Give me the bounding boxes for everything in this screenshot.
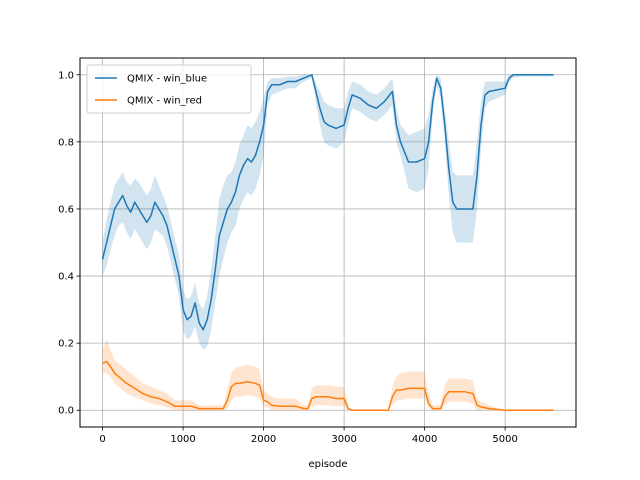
series-lines (101, 74, 554, 411)
legend-label-0: QMIX - win_blue (127, 74, 207, 85)
legend-label-1: QMIX - win_red (127, 96, 202, 107)
y-tick-label: 0.2 (58, 339, 74, 350)
x-tick-label: 5000 (492, 434, 517, 445)
x-tick-label: 2000 (251, 434, 276, 445)
y-tick-label: 0.4 (58, 272, 74, 283)
plot-area-frame (79, 57, 577, 428)
x-tick-label: 4000 (412, 434, 437, 445)
series-0-confidence-band (102, 74, 554, 350)
series-0-line (101, 74, 554, 331)
x-axis-label: episode (308, 459, 347, 470)
y-tick-label: 0.8 (58, 137, 74, 148)
y-tick-label: 0.0 (58, 406, 74, 417)
legend-box (86, 64, 252, 114)
axis-ticks: 0 1000 2000 3000 4000 5000 0.0 0.2 0.4 0.6 0.8 1.0 (58, 70, 518, 445)
series-1-line (102, 360, 554, 411)
x-tick-label: 3000 (331, 434, 356, 445)
y-tick-label: 0.6 (58, 204, 74, 215)
x-tick-label: 1000 (170, 434, 195, 445)
y-tick-label: 1.0 (58, 70, 74, 81)
legend: QMIX - win_blue QMIX - win_red (86, 64, 252, 114)
x-tick-label: 0 (99, 434, 105, 445)
